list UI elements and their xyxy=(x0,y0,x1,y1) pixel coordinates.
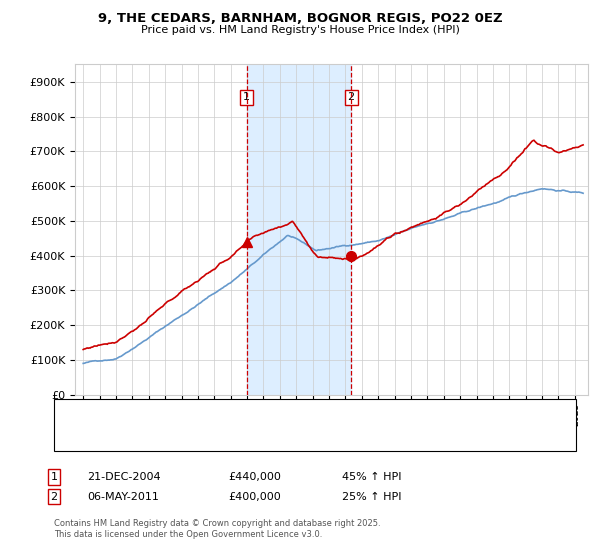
Text: 9, THE CEDARS, BARNHAM, BOGNOR REGIS, PO22 0EZ: 9, THE CEDARS, BARNHAM, BOGNOR REGIS, PO… xyxy=(98,12,502,25)
Text: 1: 1 xyxy=(50,472,58,482)
Text: £400,000: £400,000 xyxy=(228,492,281,502)
Text: HPI: Average price, detached house, Arun: HPI: Average price, detached house, Arun xyxy=(108,432,316,442)
Text: 9, THE CEDARS, BARNHAM, BOGNOR REGIS, PO22 0EZ (detached house): 9, THE CEDARS, BARNHAM, BOGNOR REGIS, PO… xyxy=(108,408,472,418)
Text: Contains HM Land Registry data © Crown copyright and database right 2025.
This d: Contains HM Land Registry data © Crown c… xyxy=(54,519,380,539)
Text: Price paid vs. HM Land Registry's House Price Index (HPI): Price paid vs. HM Land Registry's House … xyxy=(140,25,460,35)
Text: 21-DEC-2004: 21-DEC-2004 xyxy=(87,472,161,482)
Text: 2: 2 xyxy=(50,492,58,502)
Text: £440,000: £440,000 xyxy=(228,472,281,482)
Text: 2: 2 xyxy=(347,92,355,102)
Text: 06-MAY-2011: 06-MAY-2011 xyxy=(87,492,159,502)
Text: 45% ↑ HPI: 45% ↑ HPI xyxy=(342,472,401,482)
Text: 25% ↑ HPI: 25% ↑ HPI xyxy=(342,492,401,502)
Text: 1: 1 xyxy=(243,92,250,102)
Bar xyxy=(247,64,351,395)
